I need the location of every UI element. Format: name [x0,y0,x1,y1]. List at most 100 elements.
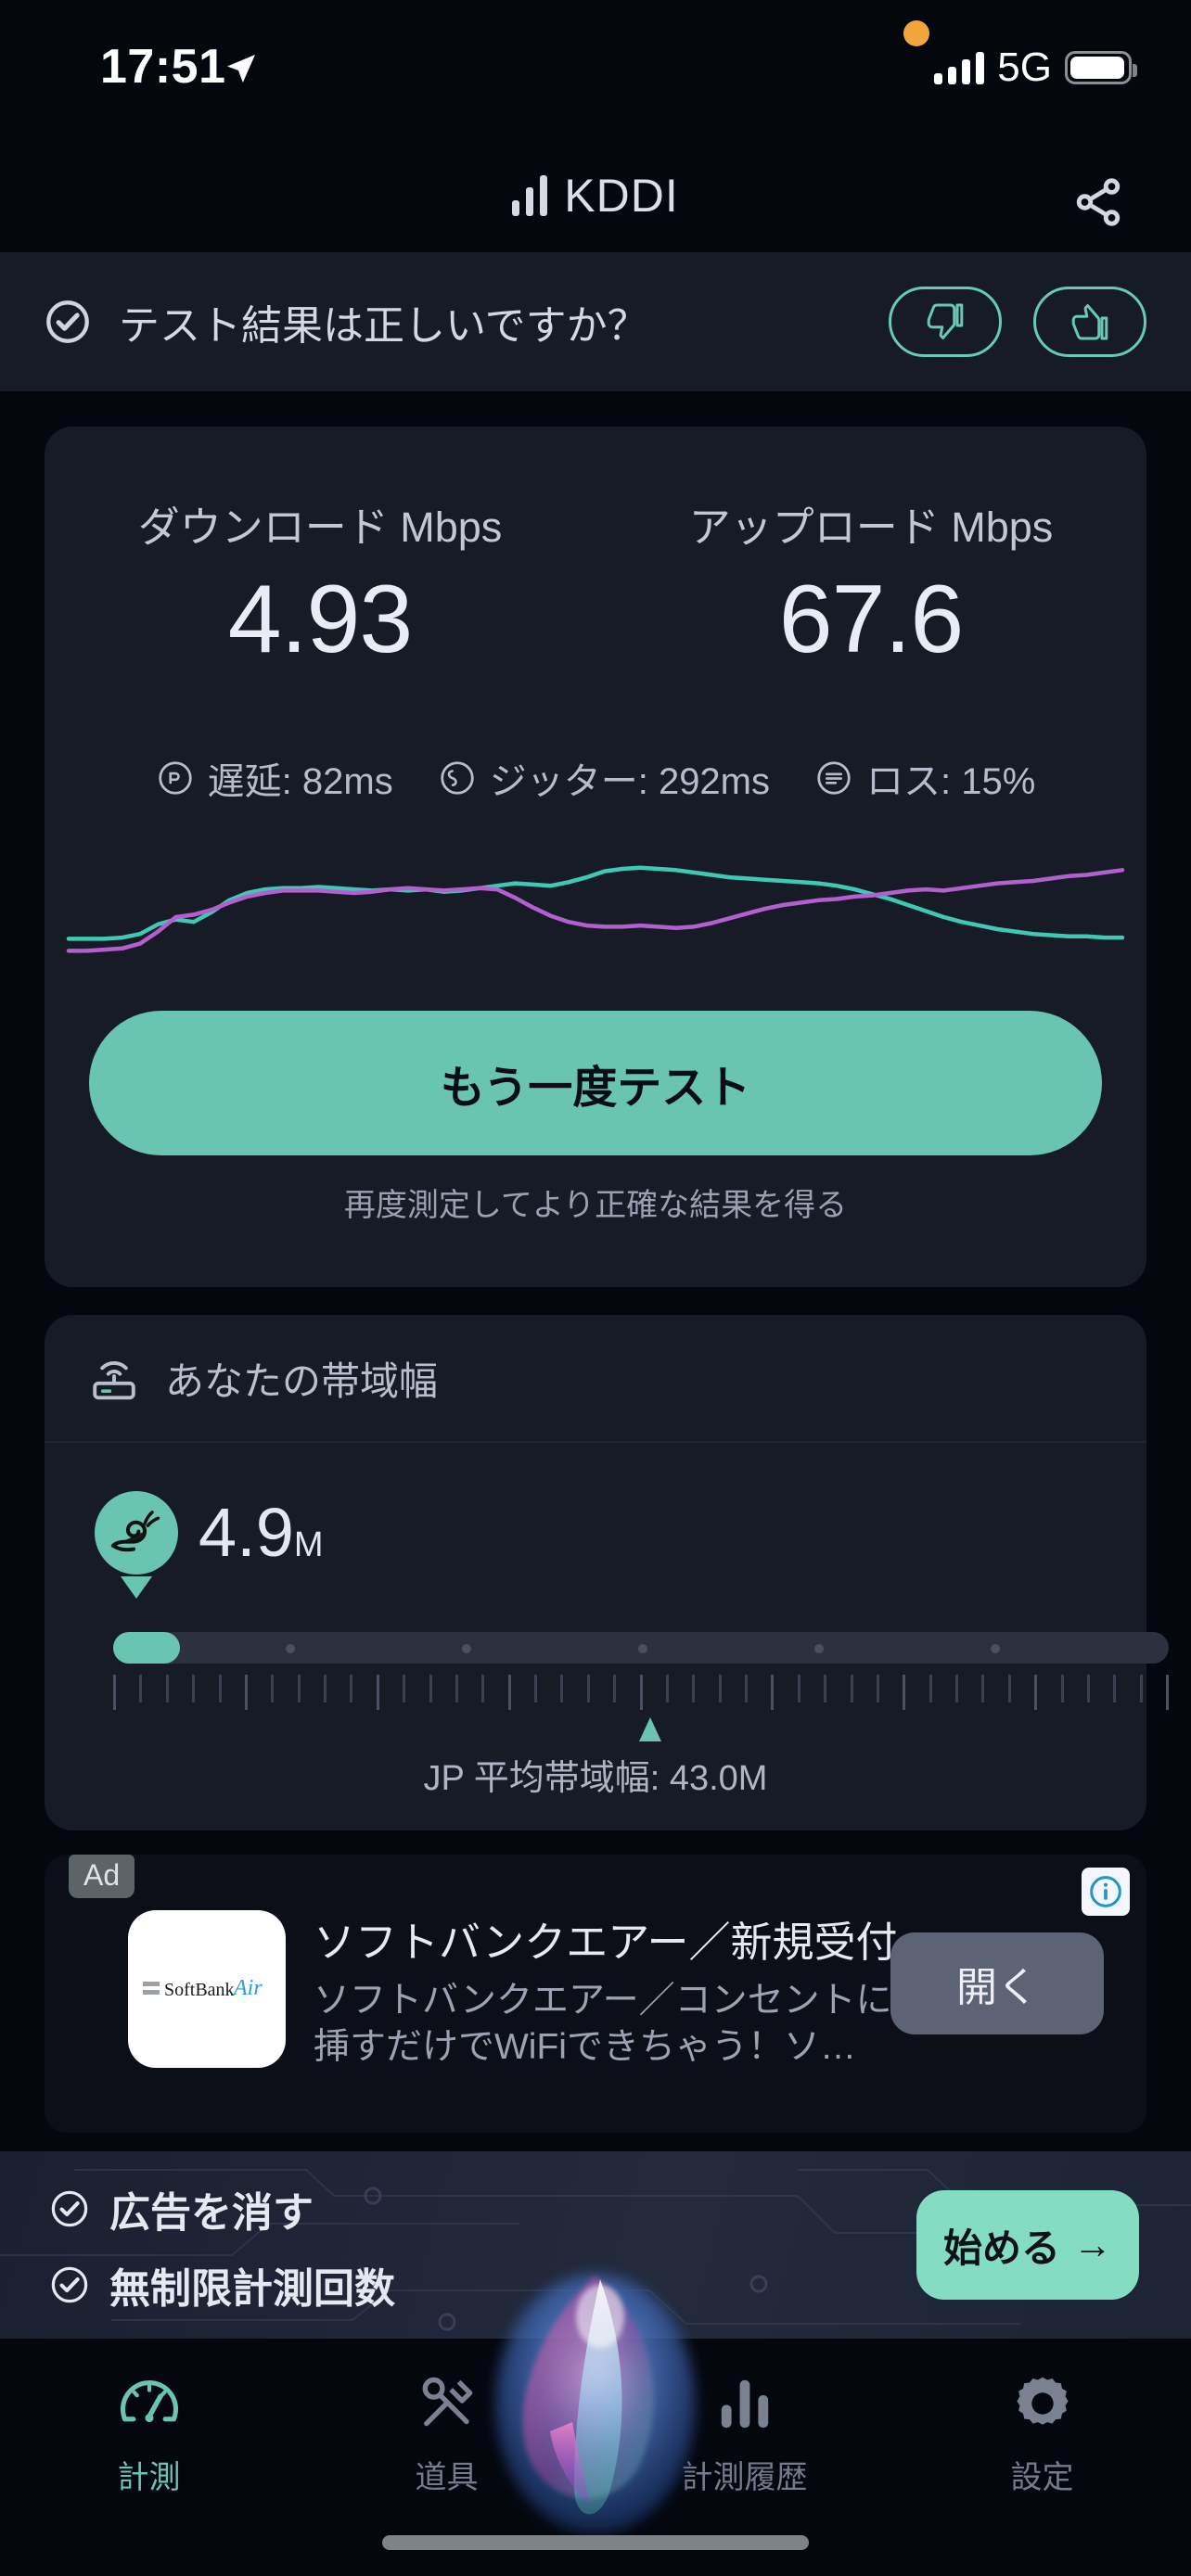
tab-label: 計測履歴 [681,2460,808,2495]
ruler-tick [771,1675,775,1710]
ruler-tick [192,1675,196,1702]
loss-icon [817,761,851,795]
orange-recording-dot [903,20,929,46]
ruler-tick [534,1675,537,1702]
tools-icon [412,2368,482,2439]
bandwidth-slider[interactable] [113,1632,1169,1664]
check-circle-icon [51,2190,88,2227]
ruler-tick [139,1675,143,1702]
ruler-tick [876,1675,879,1702]
svg-text:SoftBank: SoftBank [164,1980,235,2000]
tab-speedtest[interactable]: 計測 [0,2339,298,2576]
upload-result: アップロード Mbps 67.6 [596,493,1146,672]
promo-start-button[interactable]: 始める → [916,2190,1139,2300]
signal-bars-icon [512,175,548,216]
softbank-air-logo: SoftBank Air [143,1976,263,2000]
thumbs-up-button[interactable] [1033,287,1146,357]
average-marker-icon [639,1717,661,1741]
retest-button[interactable]: もう一度テスト [89,1011,1102,1155]
ruler-tick [376,1675,379,1710]
bandwidth-header: あなたの帯域幅 [45,1315,1146,1443]
feedback-bar: テスト結果は正しいですか？ [0,252,1191,391]
metrics-row: 遅延: 82ms ジッター: 292ms ロス: 15% [45,751,1146,805]
bandwidth-ruler [113,1675,1169,1710]
bandwidth-slider-fill [113,1632,180,1664]
tab-label: 設定 [1010,2460,1074,2495]
result-card: ダウンロード Mbps 4.93 アップロード Mbps 67.6 遅延: 82… [45,427,1146,1287]
snail-icon [110,1511,160,1552]
status-bar-time: 17:51 [100,40,226,94]
ad-description: ソフトバンクエアー／コンセントに挿すだけでWiFiできちゃう！ソ… [314,1981,892,2067]
ruler-tick [797,1675,800,1702]
upload-label: アップロード Mbps [688,504,1054,551]
cellular-signal-icon [934,51,985,84]
slider-tick-dot [286,1644,295,1653]
ruler-tick [271,1675,275,1702]
bandwidth-pin [95,1491,178,1599]
ruler-tick [955,1675,958,1702]
jitter-icon [441,761,474,795]
ruler-tick [1086,1675,1090,1702]
slider-tick-dot [991,1644,1000,1653]
bandwidth-average-label: JP 平均帯域幅: 43.0M [423,1759,768,1798]
promo-benefit-item: 広告を消す [48,2179,395,2238]
ruler-tick [113,1675,116,1710]
tab-label: 計測 [117,2460,181,2495]
premium-promo-banner[interactable]: 広告を消す 無制限計測回数 始める → [0,2151,1191,2339]
gear-icon [1007,2368,1078,2439]
app-header: KDDI [0,139,1191,252]
snail-badge [95,1491,178,1575]
ruler-tick [455,1675,458,1702]
speed-results: ダウンロード Mbps 4.93 アップロード Mbps 67.6 [45,493,1146,672]
ruler-tick [297,1675,301,1702]
arrow-right-icon: → [1073,2223,1112,2266]
ruler-tick [403,1675,406,1702]
location-arrow-icon [227,55,255,83]
bandwidth-unit: M [293,1525,324,1564]
ad-title: ソフトバンクエアー／新規受付 [314,1919,898,1966]
ruler-tick [218,1675,222,1702]
upload-value: 67.6 [778,566,964,673]
tab-tools[interactable]: 道具 [298,2339,596,2576]
thumbs-down-button[interactable] [889,287,1002,357]
ruler-tick [692,1675,696,1702]
network-type-label: 5G [997,45,1052,90]
home-indicator [382,2535,809,2550]
ruler-tick [507,1675,511,1710]
ruler-tick [665,1675,669,1702]
ruler-tick [481,1675,485,1702]
pin-tip [121,1576,152,1599]
ruler-tick [718,1675,722,1702]
latency-icon [158,761,192,795]
ad-banner[interactable]: Ad SoftBank Air ソフトバンクエアー／新規受付 ソフトバンクエアー… [45,1855,1146,2133]
ruler-tick [850,1675,853,1702]
tab-settings[interactable]: 設定 [893,2339,1191,2576]
svg-text:Air: Air [232,1976,263,2000]
ruler-tick [429,1675,432,1702]
ruler-tick [165,1675,169,1702]
ruler-tick [639,1675,643,1710]
feedback-buttons [889,287,1146,357]
tab-history[interactable]: 計測履歴 [596,2339,893,2576]
ruler-tick [981,1675,985,1702]
bandwidth-card: あなたの帯域幅 4.9M [45,1315,1169,1830]
ruler-tick [613,1675,617,1702]
promo-cta-label: 始める [942,2225,1060,2270]
check-circle-icon [46,300,89,343]
promo-benefit-item: 無制限計測回数 [48,2255,395,2315]
ruler-tick [903,1675,906,1710]
tab-label: 道具 [415,2460,479,2495]
share-button[interactable] [1065,169,1132,236]
latency-metric: 遅延: 82ms [156,751,393,805]
promo-benefit-label: 無制限計測回数 [109,2266,395,2312]
bandwidth-number: 4.9 [198,1494,294,1571]
bandwidth-title: あなたの帯域幅 [165,1358,439,1403]
ad-open-button[interactable]: 開く [890,1932,1104,2034]
ruler-tick [350,1675,353,1702]
ad-info-button[interactable] [1082,1868,1130,1916]
circuit-pattern [0,2169,1191,2331]
ruler-tick [1139,1675,1143,1702]
ad-text: ソフトバンクエアー／新規受付 ソフトバンクエアー／コンセントに挿すだけでWiFi… [314,1908,926,2071]
download-label: ダウンロード Mbps [137,504,503,551]
ruler-tick [324,1675,327,1702]
